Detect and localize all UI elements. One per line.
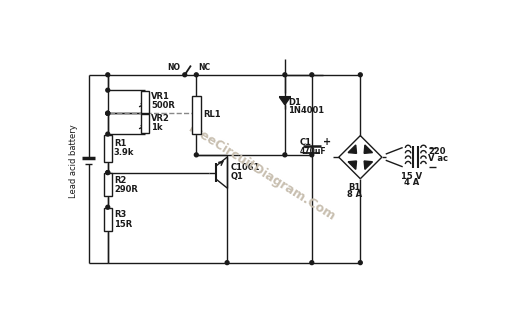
Circle shape xyxy=(106,111,110,115)
Text: 3.9k: 3.9k xyxy=(114,149,134,157)
Circle shape xyxy=(183,73,187,77)
Circle shape xyxy=(106,111,110,115)
Circle shape xyxy=(194,153,198,157)
Text: R3: R3 xyxy=(114,211,126,219)
Text: 15R: 15R xyxy=(114,220,132,229)
Circle shape xyxy=(283,153,287,157)
Text: FreeCircuitDiagram.Com: FreeCircuitDiagram.Com xyxy=(186,122,338,223)
Text: NO: NO xyxy=(167,63,180,72)
Text: C1: C1 xyxy=(300,138,311,147)
Bar xyxy=(104,135,112,162)
Circle shape xyxy=(310,73,314,77)
Bar xyxy=(141,114,149,133)
Polygon shape xyxy=(280,97,290,105)
Circle shape xyxy=(106,205,110,209)
Polygon shape xyxy=(348,145,357,154)
Text: Lead acid battery: Lead acid battery xyxy=(69,124,78,198)
Text: D1: D1 xyxy=(288,98,301,107)
Text: 8 A: 8 A xyxy=(347,190,362,199)
Circle shape xyxy=(359,73,362,77)
Text: R2: R2 xyxy=(114,176,126,185)
Circle shape xyxy=(225,261,229,265)
Text: VR2: VR2 xyxy=(151,114,170,123)
Text: NC: NC xyxy=(198,63,210,72)
Circle shape xyxy=(106,73,110,77)
Text: 1N4001: 1N4001 xyxy=(288,106,324,115)
Text: B1: B1 xyxy=(348,183,360,193)
Polygon shape xyxy=(348,161,357,169)
Text: +: + xyxy=(323,137,331,147)
Bar xyxy=(104,208,112,231)
Circle shape xyxy=(106,88,110,92)
Circle shape xyxy=(106,171,110,174)
Text: Q1: Q1 xyxy=(230,172,243,181)
Text: C1061: C1061 xyxy=(230,163,260,173)
Polygon shape xyxy=(364,145,372,154)
Polygon shape xyxy=(364,161,372,169)
Circle shape xyxy=(310,153,314,157)
Bar xyxy=(104,173,112,196)
Text: 220: 220 xyxy=(428,147,446,155)
Circle shape xyxy=(106,132,110,136)
Circle shape xyxy=(359,261,362,265)
Circle shape xyxy=(106,171,110,174)
Bar xyxy=(192,95,201,134)
Text: VR1: VR1 xyxy=(151,92,170,101)
Text: 1k: 1k xyxy=(151,123,163,132)
Text: R1: R1 xyxy=(114,139,126,148)
Bar xyxy=(141,91,149,113)
Text: V ac: V ac xyxy=(428,154,448,163)
Text: RL1: RL1 xyxy=(203,110,221,119)
Circle shape xyxy=(194,73,198,77)
Circle shape xyxy=(283,73,287,77)
Text: 470uF: 470uF xyxy=(300,147,326,156)
Text: 15 V: 15 V xyxy=(401,172,423,180)
Circle shape xyxy=(106,111,110,115)
Text: 500R: 500R xyxy=(151,101,175,110)
Circle shape xyxy=(310,261,314,265)
Text: 290R: 290R xyxy=(114,185,138,194)
Text: 4 A: 4 A xyxy=(404,178,420,188)
